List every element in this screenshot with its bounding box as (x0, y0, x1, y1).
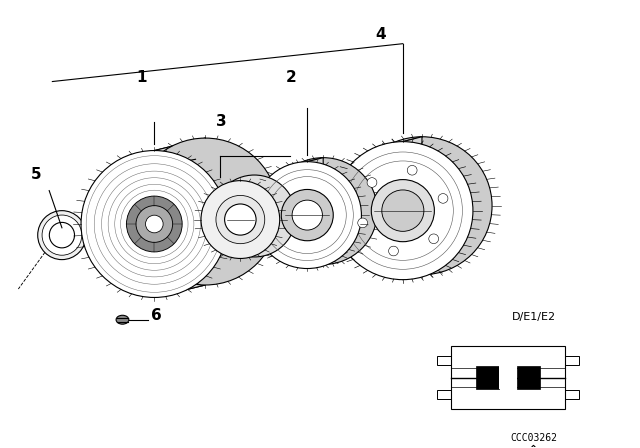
Ellipse shape (407, 165, 417, 175)
Ellipse shape (145, 215, 163, 233)
Ellipse shape (438, 194, 448, 203)
Bar (517, 366, 540, 389)
Ellipse shape (81, 151, 228, 297)
Ellipse shape (367, 178, 377, 187)
Ellipse shape (42, 215, 82, 255)
Polygon shape (307, 158, 323, 268)
Polygon shape (403, 137, 422, 280)
Ellipse shape (390, 175, 454, 237)
Ellipse shape (358, 218, 367, 228)
Ellipse shape (38, 211, 86, 260)
Bar (451, 346, 565, 409)
Ellipse shape (213, 175, 296, 257)
Text: 2: 2 (286, 69, 297, 85)
Text: CCC03262: CCC03262 (510, 433, 557, 443)
Ellipse shape (253, 162, 362, 268)
Ellipse shape (116, 315, 129, 324)
Text: 6: 6 (151, 308, 162, 323)
Text: 4: 4 (375, 27, 386, 42)
Bar (499, 366, 517, 389)
Ellipse shape (201, 181, 280, 258)
Ellipse shape (127, 196, 182, 252)
Polygon shape (154, 138, 205, 297)
Text: 3: 3 (216, 114, 227, 129)
Ellipse shape (281, 190, 333, 241)
Text: 5: 5 (31, 168, 42, 182)
Ellipse shape (269, 158, 378, 264)
Ellipse shape (371, 180, 435, 242)
Ellipse shape (234, 196, 275, 236)
Text: 1: 1 (136, 69, 147, 85)
Ellipse shape (333, 142, 473, 280)
Ellipse shape (225, 204, 256, 235)
Ellipse shape (352, 137, 492, 275)
Ellipse shape (297, 185, 349, 237)
Text: D/E1/E2: D/E1/E2 (511, 312, 556, 322)
Ellipse shape (429, 234, 438, 244)
Ellipse shape (132, 138, 278, 285)
Ellipse shape (49, 222, 74, 248)
Ellipse shape (136, 206, 173, 242)
Ellipse shape (382, 190, 424, 231)
Ellipse shape (216, 195, 265, 244)
Bar (476, 366, 499, 389)
Ellipse shape (388, 246, 399, 256)
Polygon shape (170, 194, 195, 244)
Ellipse shape (292, 200, 323, 230)
